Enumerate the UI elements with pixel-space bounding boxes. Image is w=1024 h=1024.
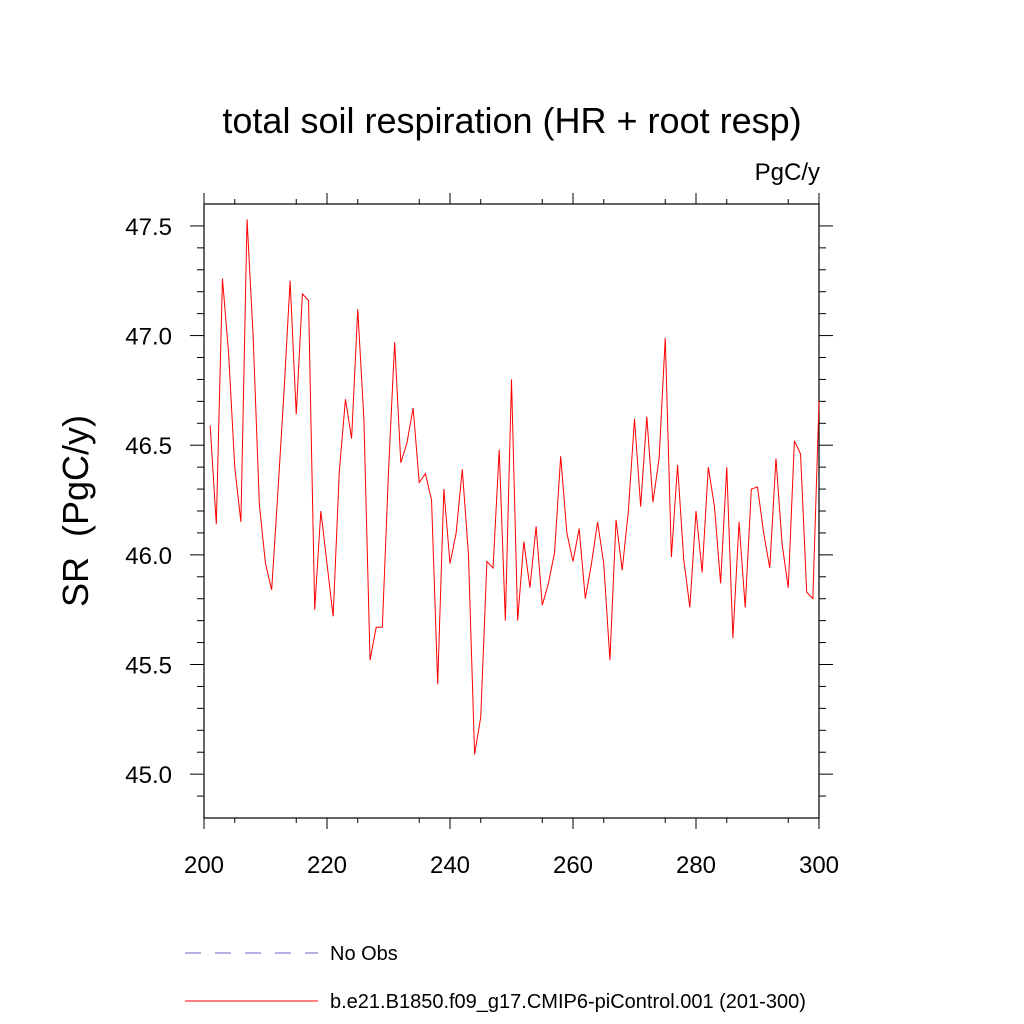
x-tick-label: 300 xyxy=(799,852,839,879)
axes: 200 220 240 260 280 300 45.0 45.5 46.0 46.5 47.0 47… xyxy=(125,193,839,879)
chart-title: total soil respiration (HR + root resp) xyxy=(222,100,801,141)
y-tick-label: 47.0 xyxy=(125,324,172,351)
y-tick-label: 45.0 xyxy=(125,762,172,789)
series-line-1 xyxy=(209,219,820,755)
y-tick-label: 47.5 xyxy=(125,214,172,241)
y-tick-label: 46.0 xyxy=(125,543,172,570)
plot-frame xyxy=(203,203,820,819)
x-tick-label: 260 xyxy=(553,852,593,879)
legend-label-control: b.e21.B1850.f09_g17.CMIP6-piControl.001 … xyxy=(330,991,806,1013)
units-label: PgC/y xyxy=(755,159,820,186)
x-tick-label: 280 xyxy=(676,852,716,879)
y-axis-label: SR (PgC/y) xyxy=(55,415,96,607)
y-tick-label: 45.5 xyxy=(125,653,172,680)
legend: No Obs b.e21.B1850.f09_g17.CMIP6-piContr… xyxy=(185,943,806,1013)
x-tick-label: 200 xyxy=(184,852,224,879)
legend-label-no-obs: No Obs xyxy=(330,943,398,965)
data-series xyxy=(209,219,820,755)
y-tick-label: 46.5 xyxy=(125,433,172,460)
x-tick-label: 220 xyxy=(307,852,347,879)
x-tick-label: 240 xyxy=(430,852,470,879)
